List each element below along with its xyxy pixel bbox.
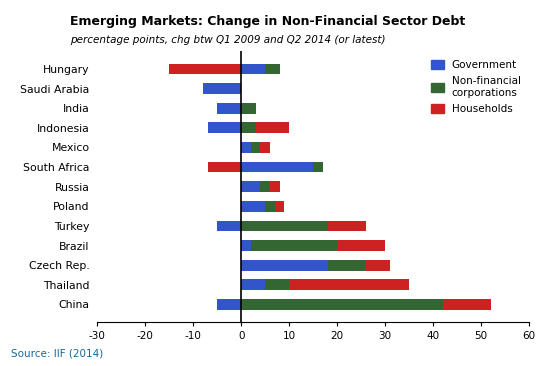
Bar <box>260 181 270 192</box>
Bar <box>241 162 313 172</box>
Bar <box>203 83 241 94</box>
Bar <box>265 201 275 212</box>
Bar <box>289 279 409 290</box>
Bar <box>241 64 265 74</box>
Bar <box>265 279 289 290</box>
Bar <box>241 201 265 212</box>
Bar <box>241 103 255 113</box>
Bar <box>241 220 328 231</box>
Bar <box>241 299 443 310</box>
Bar <box>255 122 289 133</box>
Bar <box>207 162 241 172</box>
Bar <box>260 142 270 153</box>
Bar <box>169 64 241 74</box>
Bar <box>313 162 323 172</box>
Bar <box>265 64 280 74</box>
Bar <box>241 122 255 133</box>
Bar <box>328 260 366 270</box>
Bar <box>443 299 491 310</box>
Bar <box>241 260 328 270</box>
Bar <box>241 279 265 290</box>
Bar <box>241 181 260 192</box>
Bar <box>251 240 337 251</box>
Bar <box>366 260 390 270</box>
Bar <box>337 240 385 251</box>
Text: Source: IIF (2014): Source: IIF (2014) <box>11 349 103 359</box>
Bar <box>275 201 285 212</box>
Bar <box>241 240 251 251</box>
Bar <box>217 220 241 231</box>
Bar <box>207 122 241 133</box>
Bar <box>270 181 280 192</box>
Bar <box>217 103 241 113</box>
Bar <box>328 220 366 231</box>
Bar <box>251 142 260 153</box>
Bar <box>241 142 251 153</box>
Text: percentage points, chg btw Q1 2009 and Q2 2014 (or latest): percentage points, chg btw Q1 2009 and Q… <box>70 35 386 45</box>
Text: Emerging Markets: Change in Non-Financial Sector Debt: Emerging Markets: Change in Non-Financia… <box>70 15 465 28</box>
Legend: Government, Non-financial
corporations, Households: Government, Non-financial corporations, … <box>428 56 524 117</box>
Bar <box>217 299 241 310</box>
